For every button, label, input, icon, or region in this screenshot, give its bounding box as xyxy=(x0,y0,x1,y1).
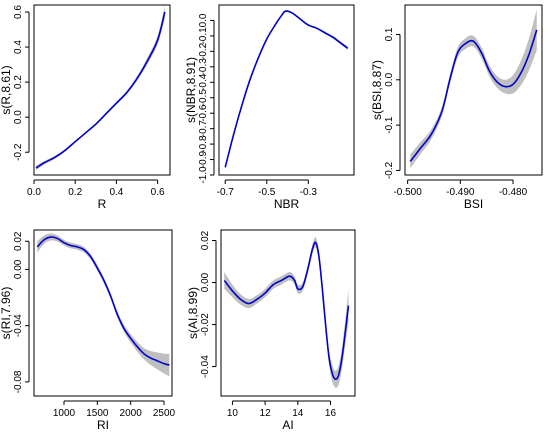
y-tick-label-bsi: -0.1 xyxy=(384,116,395,134)
y-tick-label-bsi: 0.0 xyxy=(384,72,395,86)
plot-frame-r xyxy=(33,4,171,176)
smooth-line-bsi xyxy=(409,29,538,162)
y-axis-label-ai: s(AI,8.99) xyxy=(186,287,200,339)
x-tick-label-r: 0.4 xyxy=(109,187,123,198)
y-tick-label-ri: -0.04 xyxy=(13,314,24,337)
x-tick-label-bsi: -0.490 xyxy=(446,187,475,198)
y-axis-label-r: s(R,8.61) xyxy=(0,65,13,114)
y-tick-label-nbr: -0.3 xyxy=(198,58,209,76)
y-tick-label-nbr: -0.6 xyxy=(198,104,209,122)
x-tick-label-ai: 16 xyxy=(325,408,337,419)
panel-r: 0.0 0.2 0.4 0.6 -0.2 0.0 0.2 0.4 0.6 Rs(R,8.61) xyxy=(0,4,171,211)
y-tick-label-ri: -0.08 xyxy=(13,370,24,393)
panel-nbr: -0.7 -0.5 -0.3-1.0-0.9-0.8-0.7-0.6-0.5-0.4… xyxy=(184,4,355,211)
y-tick-label-nbr: 0.0 xyxy=(198,13,209,27)
y-tick-label-r: 0.4 xyxy=(13,40,24,54)
x-tick-label-ai: 12 xyxy=(260,408,272,419)
panel-ri: 1000 1500 2000 2500 -0.08 -0.04 0.00 0.02 RI s(RI… xyxy=(0,229,176,432)
y-tick-label-nbr: -0.9 xyxy=(198,150,209,168)
x-tick-label-ri: 1000 xyxy=(53,408,76,419)
y-tick-label-nbr: -0.2 xyxy=(198,42,209,60)
y-tick-label-r: 0.0 xyxy=(13,110,24,124)
x-axis-label-bsi: BSI xyxy=(464,197,483,211)
panel-bsi: -0.500 -0.490 -0.480 -0.2 -0.1 0.0 0.1 BSI s(BSI… xyxy=(370,4,543,211)
y-tick-label-ai: -0.04 xyxy=(200,355,211,378)
x-axis-label-nbr: NBR xyxy=(274,197,300,211)
y-tick-label-ai: 0.02 xyxy=(200,230,211,250)
x-tick-label-ai: 10 xyxy=(227,408,239,419)
x-axis-label-ai: AI xyxy=(282,418,293,432)
y-tick-label-r: 0.2 xyxy=(13,75,24,89)
y-tick-label-bsi: -0.2 xyxy=(384,161,395,179)
y-tick-label-ri: 0.02 xyxy=(13,231,24,251)
y-tick-label-ai: -0.02 xyxy=(200,313,211,336)
y-axis-label-ri: s(RI,7.96) xyxy=(0,287,13,340)
panel-ai: 10 12 14 16 -0.04 -0.02 0.00 0.02 AI s(AI,8.99) xyxy=(186,229,356,432)
y-tick-label-nbr: -0.7 xyxy=(198,120,209,138)
y-tick-label-nbr: -0.1 xyxy=(198,27,209,45)
smooth-line-ri xyxy=(36,236,170,366)
smooth-line-r xyxy=(35,11,166,169)
plot-frame-ai xyxy=(220,229,356,397)
x-tick-label-ri: 2500 xyxy=(153,408,176,419)
y-axis-label-nbr: s(NBR,8.91) xyxy=(184,57,198,123)
x-tick-label-nbr: -0.5 xyxy=(258,187,276,198)
plot-frame-ri xyxy=(33,229,173,397)
x-tick-label-ri: 1500 xyxy=(86,408,109,419)
y-tick-label-r: 0.6 xyxy=(13,5,24,19)
plot-frame-nbr xyxy=(218,4,355,176)
x-tick-label-bsi: -0.480 xyxy=(499,187,528,198)
ci-band-nbr xyxy=(225,10,348,170)
plot-frame-bsi xyxy=(404,4,543,176)
ci-band-r xyxy=(36,5,165,171)
y-axis-label-bsi: s(BSI,8.87) xyxy=(370,60,384,120)
x-axis-label-r: R xyxy=(98,197,107,211)
x-tick-label-bsi: -0.500 xyxy=(393,187,422,198)
y-tick-label-nbr: -0.5 xyxy=(198,89,209,107)
y-tick-label-nbr: -0.8 xyxy=(198,135,209,153)
x-tick-label-nbr: -0.7 xyxy=(217,187,235,198)
y-tick-label-nbr: -0.4 xyxy=(198,73,209,91)
smooth-line-nbr xyxy=(224,10,349,168)
ci-band-ri xyxy=(37,233,170,377)
x-tick-label-r: 0.6 xyxy=(151,187,165,198)
y-tick-label-r: -0.2 xyxy=(13,143,24,161)
y-tick-label-ri: 0.00 xyxy=(13,259,24,279)
y-tick-label-ai: 0.00 xyxy=(200,272,211,292)
ci-band-ai xyxy=(224,237,349,388)
ci-band-bsi xyxy=(410,9,537,169)
x-tick-label-nbr: -0.3 xyxy=(300,187,318,198)
smooth-line-ai xyxy=(223,241,350,381)
y-tick-label-nbr: -1.0 xyxy=(198,166,209,184)
x-axis-label-ri: RI xyxy=(97,418,109,432)
x-tick-label-ri: 2000 xyxy=(120,408,143,419)
y-tick-label-bsi: 0.1 xyxy=(384,27,395,41)
x-tick-label-ai: 14 xyxy=(292,408,304,419)
x-tick-label-r: 0.2 xyxy=(68,187,82,198)
x-tick-label-r: 0.0 xyxy=(27,187,41,198)
